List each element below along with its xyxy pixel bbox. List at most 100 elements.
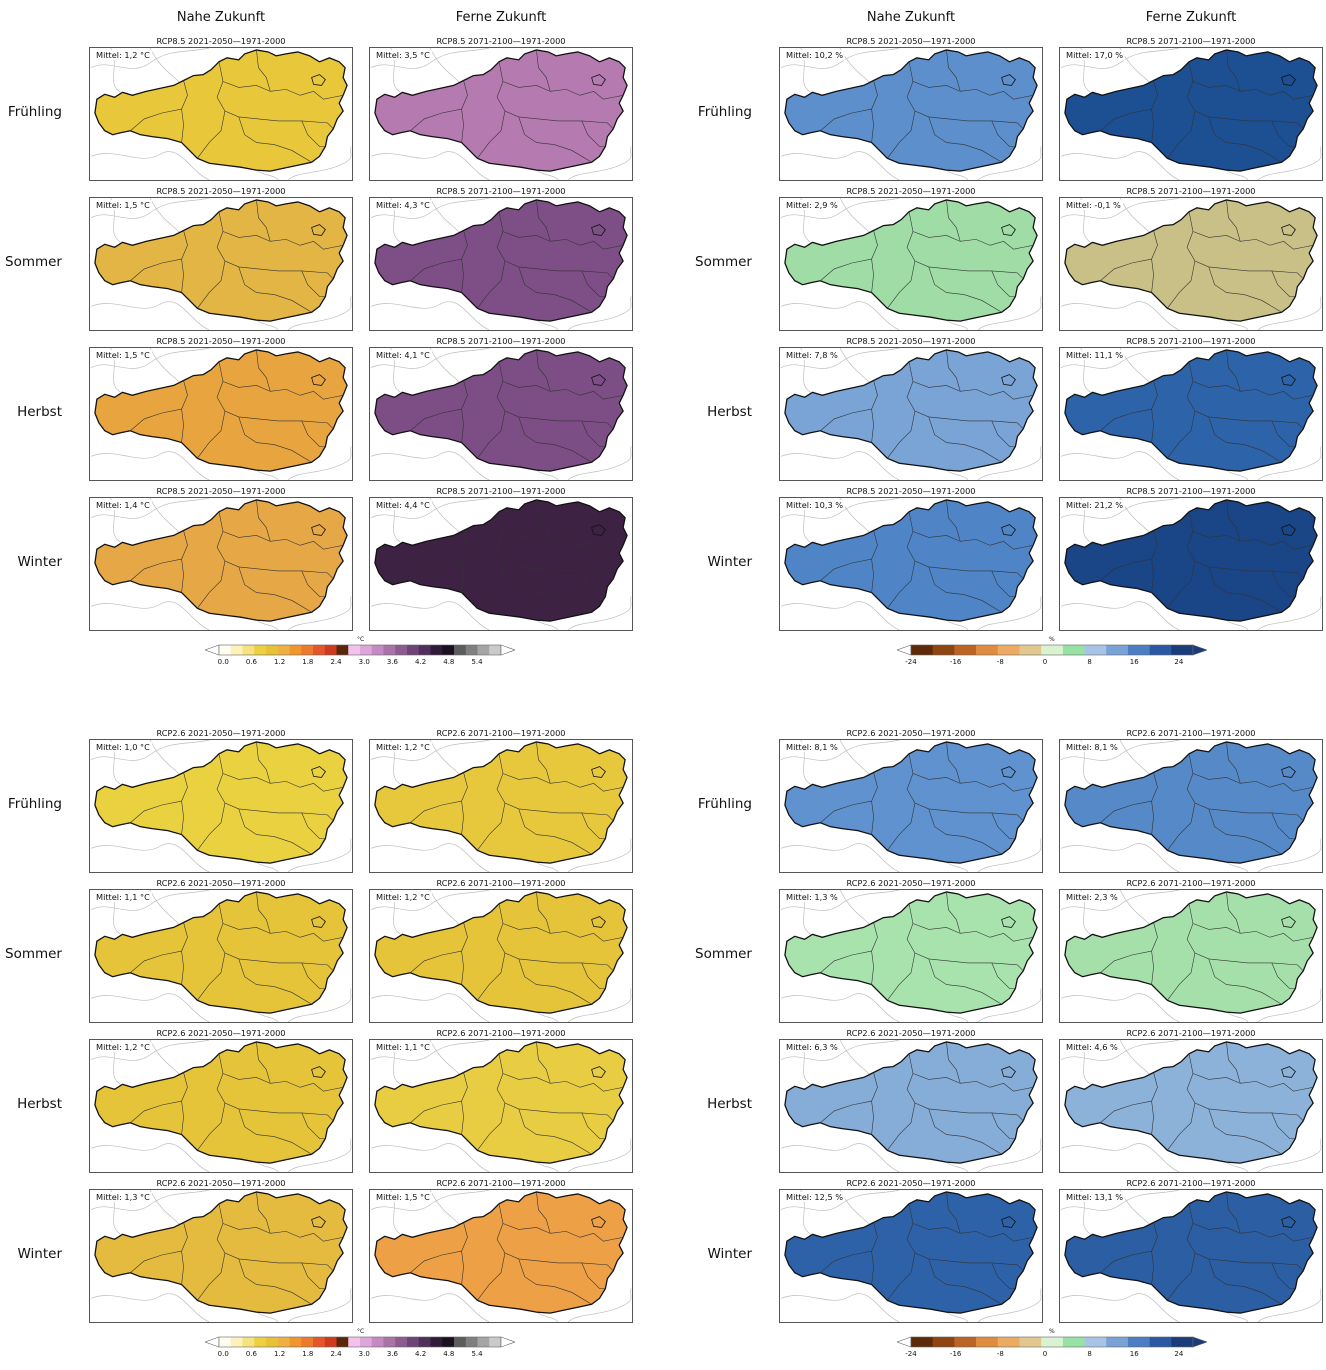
province-border [1100, 408, 1152, 431]
colorbar-unit: °C [357, 636, 365, 643]
province-border [1151, 1072, 1158, 1135]
river-line [429, 740, 460, 775]
province-border [1100, 1250, 1152, 1273]
colorbar-tick-label: 3.6 [386, 658, 398, 666]
province-border [1100, 558, 1152, 581]
province-border [410, 558, 462, 581]
colorbar-swatch [266, 1337, 279, 1347]
river-line [1257, 446, 1322, 480]
panel-title: RCP2.6 2071-2100—1971-2000 [1126, 1028, 1256, 1038]
province-border [581, 120, 606, 147]
river-line [149, 1190, 180, 1225]
panel-title: RCP2.6 2071-2100—1971-2000 [1126, 728, 1256, 738]
province-border [581, 570, 606, 597]
austria-map [780, 348, 1042, 480]
province-border [1167, 1252, 1196, 1301]
province-border [1269, 241, 1314, 250]
province-border [906, 1053, 1024, 1121]
river-line [90, 198, 210, 219]
province-border [301, 420, 326, 447]
river-line [1257, 988, 1322, 1022]
province-border [887, 1252, 916, 1301]
river-line [256, 169, 279, 180]
river-line [90, 451, 210, 480]
colorbar-swatch [465, 645, 478, 655]
colorbar-swatch [418, 645, 431, 655]
colorbar-swatch [430, 645, 443, 655]
colorbar-tick-label: 3.0 [358, 658, 370, 666]
river-line [536, 1161, 559, 1172]
vienna-outline [591, 74, 606, 86]
province-border [579, 1233, 624, 1242]
province-border [1226, 199, 1241, 242]
colorbar-tick-label: 1.2 [274, 1350, 286, 1358]
river-line [1226, 861, 1249, 872]
province-border [1226, 499, 1241, 542]
austria-map [780, 48, 1042, 180]
province-border [496, 511, 614, 579]
province-border [1208, 416, 1282, 463]
austria-map [780, 1040, 1042, 1172]
map-panel: Mittel: 1,2 °C [89, 1039, 353, 1173]
mean-label: Mittel: 12,5 % [784, 1192, 846, 1202]
province-border [238, 116, 312, 163]
province-border [130, 1100, 182, 1123]
province-border [299, 783, 344, 792]
austria-map [370, 1190, 632, 1322]
colorbar-max-arrow [1192, 644, 1207, 656]
vienna-outline [1281, 766, 1296, 778]
austria-map [1060, 1040, 1322, 1172]
colorbar-swatch [911, 645, 933, 655]
temperature-colorbar: °C 0.0 0.6 1.2 1.8 2.4 3.0 3.6 4.2 4.8 5.4 [205, 636, 515, 670]
province-border [579, 783, 624, 792]
river-line [256, 1311, 279, 1322]
province-border [502, 1073, 580, 1088]
vienna-outline [311, 766, 326, 778]
province-border [1208, 266, 1282, 313]
map-panel: Mittel: 1,2 °C [89, 47, 353, 181]
colorbar-swatch [1106, 645, 1129, 655]
river-line [287, 1288, 352, 1322]
austria-map [90, 198, 352, 330]
mean-label: Mittel: 10,3 % [784, 500, 846, 510]
colorbar-swatch [1041, 1337, 1064, 1347]
province-border [912, 381, 990, 396]
map-panel: Mittel: 21,2 % [1059, 497, 1323, 631]
austria-map [370, 890, 632, 1022]
colorbar-tick-label: 3.0 [358, 1350, 370, 1358]
vienna-outline [1001, 524, 1016, 536]
colorbar-swatch [242, 1337, 255, 1347]
province-border [299, 241, 344, 250]
vienna-outline [1281, 524, 1296, 536]
province-border [1167, 952, 1196, 1001]
colorbar-tick-label: 0.6 [245, 658, 257, 666]
river-line [780, 498, 900, 519]
map-panel: Mittel: 1,1 °C [89, 889, 353, 1023]
province-border [1192, 531, 1270, 546]
panel-title: RCP8.5 2071-2100—1971-2000 [1126, 186, 1256, 196]
province-border [1208, 808, 1282, 855]
river-line [977, 296, 1042, 330]
vienna-outline [1001, 766, 1016, 778]
province-border [1192, 231, 1270, 246]
river-line [370, 843, 490, 872]
river-line [1060, 48, 1180, 69]
province-border [222, 531, 300, 546]
colorbar-tick-label: -16 [949, 1350, 962, 1358]
province-border [928, 808, 1002, 855]
province-border [130, 800, 182, 823]
province-border [579, 541, 624, 550]
austria-shape [1064, 499, 1318, 622]
province-border [301, 570, 326, 597]
map-panel: Mittel: 1,5 °C [369, 1189, 633, 1323]
river-line [1060, 498, 1180, 519]
province-border [477, 260, 506, 309]
colorbar-min-arrow [205, 644, 220, 656]
province-border [1269, 541, 1314, 550]
colorbar-swatch [1127, 1337, 1150, 1347]
river-line [370, 1143, 490, 1172]
province-border [906, 61, 1024, 129]
mean-label: Mittel: 6,3 % [784, 1042, 840, 1052]
river-line [287, 146, 352, 180]
river-line [1060, 151, 1180, 180]
